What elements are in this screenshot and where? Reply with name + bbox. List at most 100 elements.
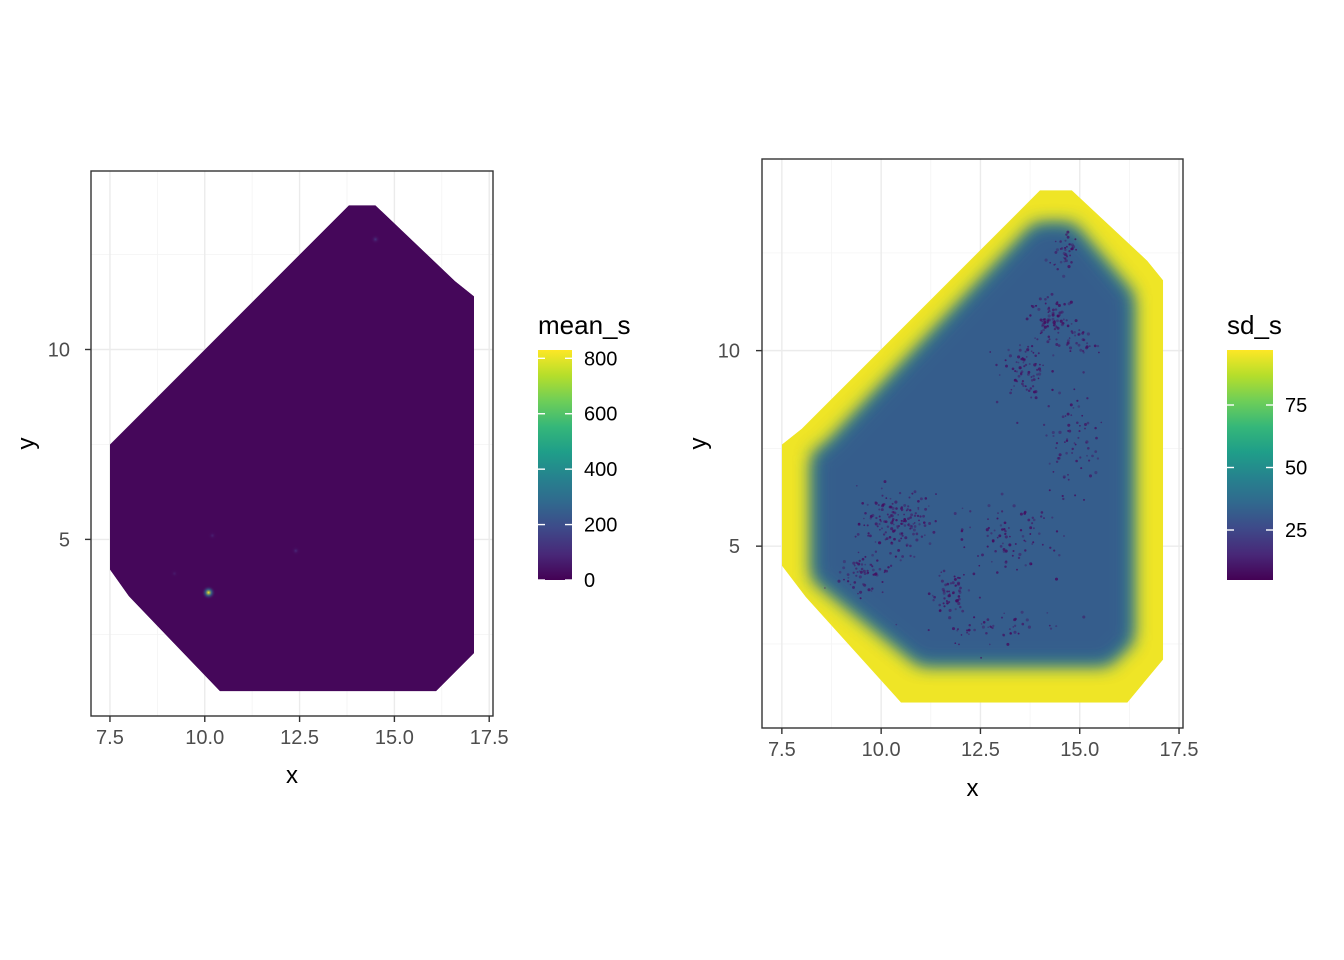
low-sd-point [917, 506, 920, 509]
low-sd-point [878, 508, 881, 511]
low-sd-point [910, 524, 913, 528]
low-sd-point [1081, 338, 1085, 342]
low-sd-point [1011, 367, 1015, 371]
low-sd-point [1051, 311, 1055, 315]
low-sd-point [915, 532, 919, 536]
low-sd-point [859, 597, 862, 600]
low-sd-point [895, 518, 898, 522]
low-sd-point [1043, 320, 1047, 324]
low-sd-point [997, 512, 999, 514]
low-sd-point [1021, 379, 1025, 383]
low-sd-point [869, 534, 872, 538]
axes: 7.5 10.0 12.5 15.0 17.5 5 10 x y [13, 340, 509, 789]
low-sd-point [952, 591, 955, 594]
low-sd-point [909, 554, 912, 558]
low-sd-point [1069, 403, 1073, 407]
low-sd-point [1055, 343, 1059, 346]
low-sd-point [872, 573, 875, 576]
colorbar [1227, 350, 1273, 580]
low-sd-point [886, 525, 890, 529]
low-sd-point [948, 608, 952, 612]
low-sd-point [1071, 452, 1074, 454]
low-sd-point [1006, 642, 1010, 646]
low-sd-point [857, 592, 859, 595]
low-sd-point [1065, 319, 1068, 322]
low-sd-point [1054, 240, 1057, 243]
colorbar-tick-label: 0 [584, 570, 595, 592]
low-sd-point [1085, 346, 1089, 350]
low-sd-point [973, 616, 976, 619]
low-sd-point [928, 522, 932, 525]
low-sd-point [1021, 382, 1024, 386]
low-sd-point [878, 541, 882, 545]
low-sd-point [863, 583, 867, 587]
low-sd-point [943, 597, 946, 600]
low-sd-point [1021, 535, 1025, 538]
low-sd-point [946, 582, 950, 586]
low-sd-point [1017, 355, 1021, 359]
low-sd-point [935, 493, 937, 496]
low-sd-point [1019, 372, 1023, 375]
low-sd-point [1070, 243, 1074, 247]
low-sd-point [895, 507, 898, 510]
low-sd-point [1077, 405, 1081, 408]
low-sd-point [1062, 318, 1065, 321]
low-sd-point [968, 633, 970, 635]
low-sd-point [1046, 320, 1050, 323]
low-sd-point [1054, 308, 1058, 311]
low-sd-point [1051, 388, 1054, 392]
low-sd-point [1031, 543, 1034, 545]
low-sd-point [892, 529, 895, 533]
low-sd-point [1073, 442, 1076, 444]
low-sd-point [986, 534, 989, 538]
low-sd-point [1030, 344, 1034, 348]
low-sd-point [1048, 624, 1051, 627]
low-sd-point [1069, 254, 1072, 257]
low-sd-point [1064, 248, 1067, 252]
low-sd-point [861, 557, 865, 561]
low-sd-point [958, 643, 960, 646]
low-sd-point [1064, 246, 1067, 249]
low-sd-point [908, 522, 910, 525]
low-sd-point [982, 621, 986, 624]
low-sd-point [876, 559, 879, 562]
low-sd-point [885, 569, 889, 573]
low-sd-point [956, 576, 960, 579]
hotspot [207, 530, 218, 541]
low-sd-point [1034, 354, 1037, 358]
low-sd-point [849, 583, 852, 586]
mean-s-plot: 7.5 10.0 12.5 15.0 17.5 5 10 x y mean_s 0 200 400 600… [13, 170, 631, 789]
low-sd-point [1002, 633, 1005, 637]
low-sd-point [951, 581, 955, 585]
low-sd-point [912, 532, 915, 536]
low-sd-point [1038, 297, 1042, 301]
low-sd-point [1003, 527, 1006, 531]
low-sd-point [1007, 348, 1010, 352]
low-sd-point [1008, 354, 1012, 358]
low-sd-point [837, 579, 841, 583]
colorbar-tick-label: 25 [1285, 520, 1307, 542]
low-sd-point [863, 524, 866, 527]
low-sd-point [910, 513, 914, 517]
x-tick-label: 17.5 [1160, 739, 1199, 761]
low-sd-point [1031, 522, 1034, 525]
low-sd-point [1029, 387, 1033, 390]
low-sd-point [1039, 318, 1043, 322]
low-sd-point [893, 537, 896, 541]
low-sd-point [871, 565, 874, 568]
low-sd-point [874, 501, 878, 505]
low-sd-point [981, 625, 985, 629]
low-sd-point [899, 532, 903, 536]
low-sd-point [1017, 632, 1020, 635]
low-sd-point [903, 524, 907, 527]
low-sd-point [942, 591, 946, 595]
low-sd-point [1038, 532, 1041, 535]
low-sd-point [1055, 441, 1059, 445]
x-axis-title: x [286, 762, 298, 789]
low-sd-point [956, 629, 959, 632]
low-sd-point [989, 351, 992, 353]
low-sd-point [859, 590, 863, 594]
low-sd-point [909, 516, 912, 519]
low-sd-point [1027, 389, 1031, 393]
low-sd-point [1037, 352, 1040, 355]
